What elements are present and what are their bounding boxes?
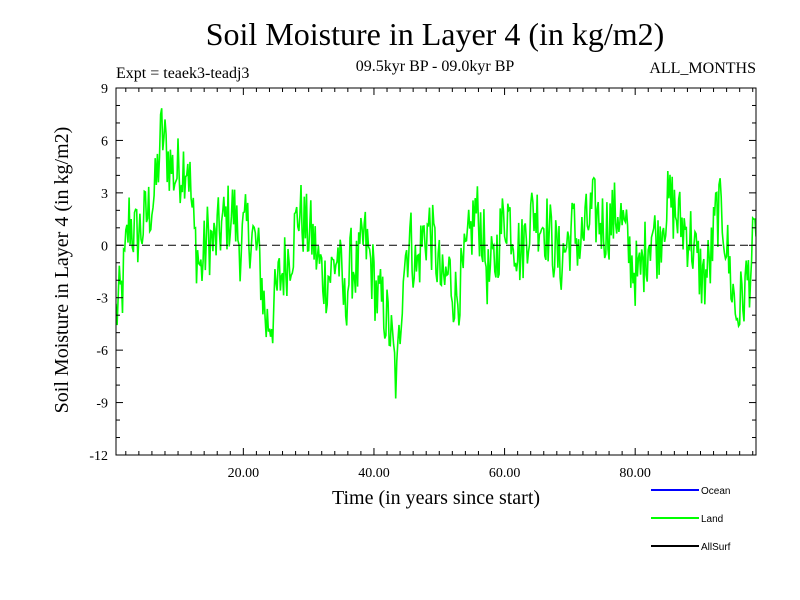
y-tick-label: -3 [96,292,108,307]
y-axis-label: Soil Moisture in Layer 4 (in kg/m2) [51,127,73,414]
y-axis-ticks: -12 -9 -6 -3 0 3 6 9 [89,82,756,464]
y-tick-label: 6 [101,134,108,149]
y-tick-label: -9 [96,397,108,412]
chart-subtitle: 09.5kyr BP - 09.0kyr BP [356,58,515,75]
plot-frame [115,87,757,456]
plot-area: -12 -9 -6 -3 0 3 6 9 20.00 40.00 60.00 80.00 [89,82,757,481]
x-tick-label: 20.00 [228,466,260,481]
x-tick-label: 80.00 [619,466,651,481]
y-tick-label: -6 [96,344,108,359]
experiment-label: Expt = teaek3-teadj3 [116,65,249,82]
y-tick-label: -12 [89,449,108,464]
x-axis-label: Time (in years since start) [332,487,540,509]
y-tick-label: 9 [101,82,108,97]
x-axis-ticks: 20.00 40.00 60.00 80.00 [125,88,754,481]
legend: Ocean Land AllSurf [651,486,731,553]
legend-label-allsurf: AllSurf [701,542,731,553]
months-label: ALL_MONTHS [649,60,756,77]
legend-label-ocean: Ocean [701,486,730,497]
y-tick-label: 0 [101,239,108,254]
series-line-land [116,108,756,399]
y-tick-label: 3 [101,187,108,202]
x-tick-label: 40.00 [358,466,390,481]
chart-title: Soil Moisture in Layer 4 (in kg/m2) [206,16,665,52]
legend-label-land: Land [701,514,723,525]
x-tick-label: 60.00 [489,466,521,481]
